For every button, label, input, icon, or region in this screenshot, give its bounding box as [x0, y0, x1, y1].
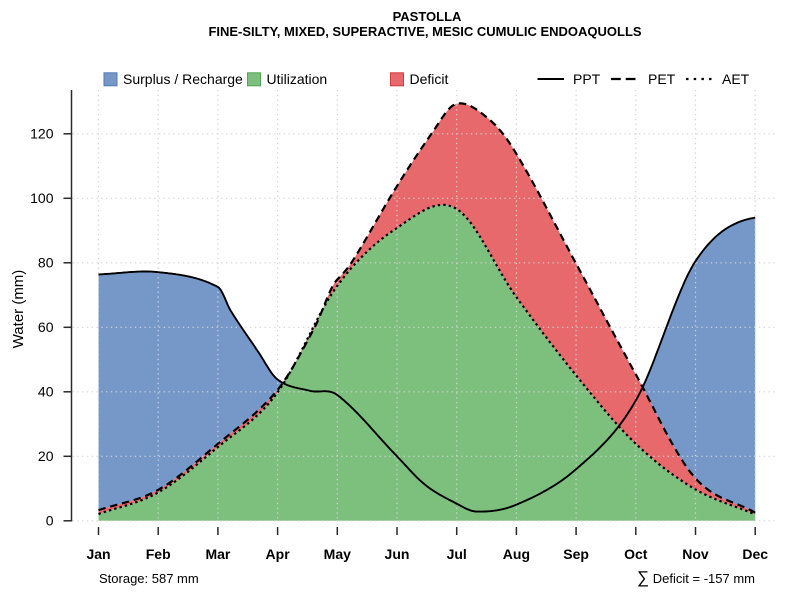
svg-text:AET: AET [722, 71, 750, 87]
svg-text:40: 40 [38, 384, 54, 400]
svg-text:80: 80 [38, 255, 54, 271]
svg-text:Deficit: Deficit [410, 71, 449, 87]
svg-text:∑ Deficit = -157 mm: ∑ Deficit = -157 mm [637, 568, 755, 587]
svg-text:Surplus / Recharge: Surplus / Recharge [123, 71, 243, 87]
svg-text:0: 0 [46, 513, 54, 529]
svg-text:Jul: Jul [447, 546, 467, 562]
svg-text:Dec: Dec [742, 546, 768, 562]
svg-text:Storage: 587 mm: Storage: 587 mm [99, 571, 199, 586]
svg-text:Aug: Aug [503, 546, 530, 562]
svg-text:Jun: Jun [385, 546, 410, 562]
svg-text:PET: PET [648, 71, 676, 87]
svg-text:Nov: Nov [682, 546, 709, 562]
svg-text:FINE-SILTY, MIXED, SUPERACTIVE: FINE-SILTY, MIXED, SUPERACTIVE, MESIC CU… [208, 24, 641, 39]
svg-text:Utilization: Utilization [267, 71, 328, 87]
svg-text:Water (mm): Water (mm) [10, 270, 27, 349]
svg-text:Oct: Oct [624, 546, 648, 562]
svg-text:Apr: Apr [266, 546, 291, 562]
svg-text:Sep: Sep [563, 546, 589, 562]
svg-text:May: May [324, 546, 351, 562]
svg-text:Mar: Mar [205, 546, 230, 562]
svg-text:PASTOLLA: PASTOLLA [393, 9, 462, 24]
svg-text:120: 120 [30, 126, 54, 142]
svg-text:20: 20 [38, 448, 54, 464]
svg-text:PPT: PPT [573, 71, 601, 87]
svg-text:Feb: Feb [146, 546, 171, 562]
svg-text:60: 60 [38, 319, 54, 335]
svg-text:Jan: Jan [86, 546, 110, 562]
svg-text:100: 100 [30, 190, 54, 206]
